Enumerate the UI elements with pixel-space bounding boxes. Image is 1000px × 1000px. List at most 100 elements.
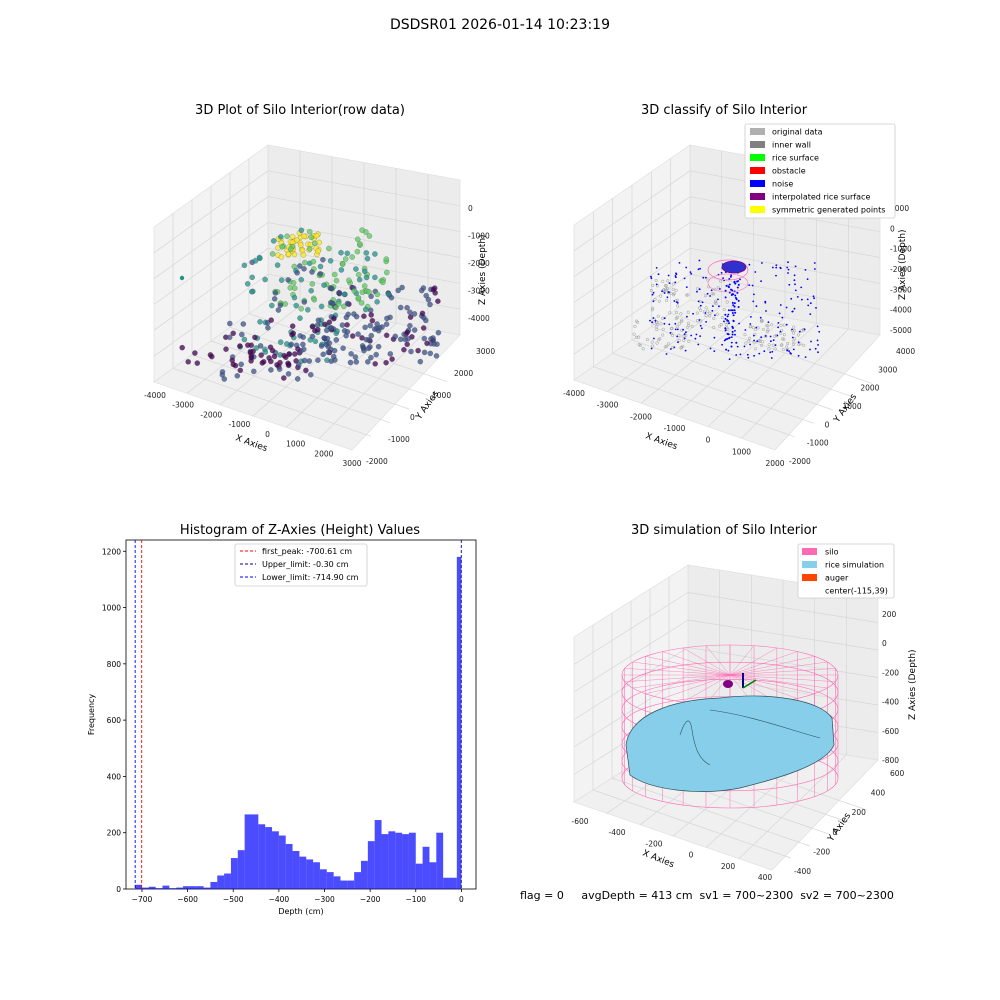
noise-point bbox=[732, 293, 735, 296]
scatter-point bbox=[333, 304, 339, 311]
scatter-point bbox=[252, 334, 258, 341]
x-axis-label: X Axies bbox=[641, 849, 676, 871]
scatter-point bbox=[421, 349, 428, 356]
original-data-point bbox=[682, 338, 686, 343]
y-tick-label: -2000 bbox=[366, 457, 388, 466]
scatter-point bbox=[363, 250, 369, 256]
original-data-point bbox=[782, 333, 786, 337]
noise-point bbox=[665, 353, 668, 355]
z-tick-label: 0 bbox=[882, 639, 887, 648]
original-data-point bbox=[747, 339, 751, 343]
noise-point bbox=[697, 300, 700, 303]
noise-point bbox=[699, 304, 702, 307]
scatter-point bbox=[380, 279, 386, 285]
scatter-point bbox=[244, 281, 251, 287]
histogram-bar bbox=[155, 888, 163, 889]
original-data-point bbox=[650, 308, 654, 312]
scatter-point bbox=[362, 324, 368, 330]
histogram-bar bbox=[408, 832, 416, 889]
noise-point bbox=[728, 322, 730, 325]
scatter-point bbox=[260, 359, 267, 365]
scatter-point bbox=[278, 234, 284, 240]
original-data-point bbox=[674, 288, 678, 292]
scatter-point bbox=[207, 352, 214, 358]
noise-point bbox=[705, 321, 707, 323]
noise-point bbox=[788, 350, 790, 352]
original-data-point bbox=[653, 297, 657, 302]
scatter-point bbox=[285, 360, 291, 366]
scatter-point bbox=[338, 249, 344, 256]
noise-point bbox=[724, 338, 727, 341]
original-data-point bbox=[656, 314, 660, 318]
scatter-point bbox=[365, 359, 371, 365]
scatter-point bbox=[361, 283, 368, 289]
scatter-point bbox=[253, 345, 260, 351]
original-data-point bbox=[754, 347, 758, 351]
scatter-point bbox=[326, 319, 333, 325]
x-tick-label: -1000 bbox=[664, 424, 686, 433]
original-data-point bbox=[754, 327, 758, 332]
noise-point bbox=[737, 299, 740, 302]
scatter-point bbox=[315, 357, 321, 363]
noise-point bbox=[699, 335, 701, 337]
status-footer: flag = 0 avgDepth = 413 cm sv1 = 700~230… bbox=[520, 889, 894, 902]
noise-point bbox=[774, 344, 777, 346]
histogram-bar bbox=[374, 820, 382, 889]
legend-swatch bbox=[750, 180, 765, 187]
noise-point bbox=[770, 357, 773, 359]
original-data-point bbox=[684, 333, 688, 337]
noise-point bbox=[816, 339, 819, 342]
noise-point bbox=[650, 275, 652, 278]
x-tick-label: −400 bbox=[269, 895, 290, 904]
z-tick-label: -200 bbox=[882, 668, 899, 677]
original-data-point bbox=[710, 292, 714, 296]
scatter-point bbox=[336, 289, 342, 296]
original-data-point bbox=[659, 294, 663, 298]
noise-point bbox=[807, 304, 810, 307]
histogram-bar bbox=[278, 835, 286, 889]
original-data-point bbox=[666, 279, 670, 283]
noise-point bbox=[771, 350, 774, 353]
histogram-bar bbox=[402, 834, 409, 889]
original-data-point bbox=[670, 326, 674, 330]
scatter-point bbox=[419, 287, 425, 294]
scatter-point bbox=[268, 317, 274, 323]
scatter-point bbox=[307, 246, 313, 252]
histogram-bar bbox=[258, 824, 266, 889]
scatter-point bbox=[321, 282, 327, 288]
noise-point bbox=[791, 328, 793, 331]
y-tick-label: -1000 bbox=[807, 439, 829, 448]
rice-surface-ridge bbox=[709, 709, 821, 739]
scatter-point bbox=[383, 359, 389, 366]
histogram-bar bbox=[189, 886, 197, 889]
legend-label: Upper_limit: -0.30 cm bbox=[262, 560, 349, 569]
original-data-point bbox=[649, 288, 653, 292]
scatter-point bbox=[309, 281, 315, 287]
original-data-point bbox=[702, 310, 706, 314]
original-data-point bbox=[654, 278, 658, 283]
histogram-bar bbox=[415, 863, 423, 889]
scatter-point bbox=[290, 280, 297, 286]
noise-point bbox=[666, 296, 669, 299]
noise-point bbox=[721, 343, 723, 346]
p1-gridline bbox=[267, 170, 461, 207]
noise-point bbox=[739, 278, 741, 281]
silo-wireframe-line bbox=[729, 674, 815, 694]
original-data-point bbox=[695, 319, 700, 323]
noise-point bbox=[729, 283, 731, 286]
original-data-point bbox=[793, 329, 797, 333]
silo-wireframe-line bbox=[632, 674, 731, 689]
y-tick-label: -2000 bbox=[789, 457, 811, 466]
noise-point bbox=[806, 278, 809, 280]
x-axis-label: X Axies bbox=[234, 433, 269, 454]
y-tick-label: 600 bbox=[107, 716, 122, 725]
y-tick-label: 1000 bbox=[102, 604, 121, 613]
scatter-point bbox=[327, 258, 334, 264]
noise-point bbox=[750, 316, 752, 318]
scatter-point bbox=[372, 361, 378, 367]
y-tick-label: 3000 bbox=[878, 365, 897, 374]
scatter-point bbox=[349, 254, 355, 260]
noise-point bbox=[793, 274, 796, 277]
noise-point bbox=[686, 315, 688, 318]
noise-point bbox=[694, 337, 697, 340]
